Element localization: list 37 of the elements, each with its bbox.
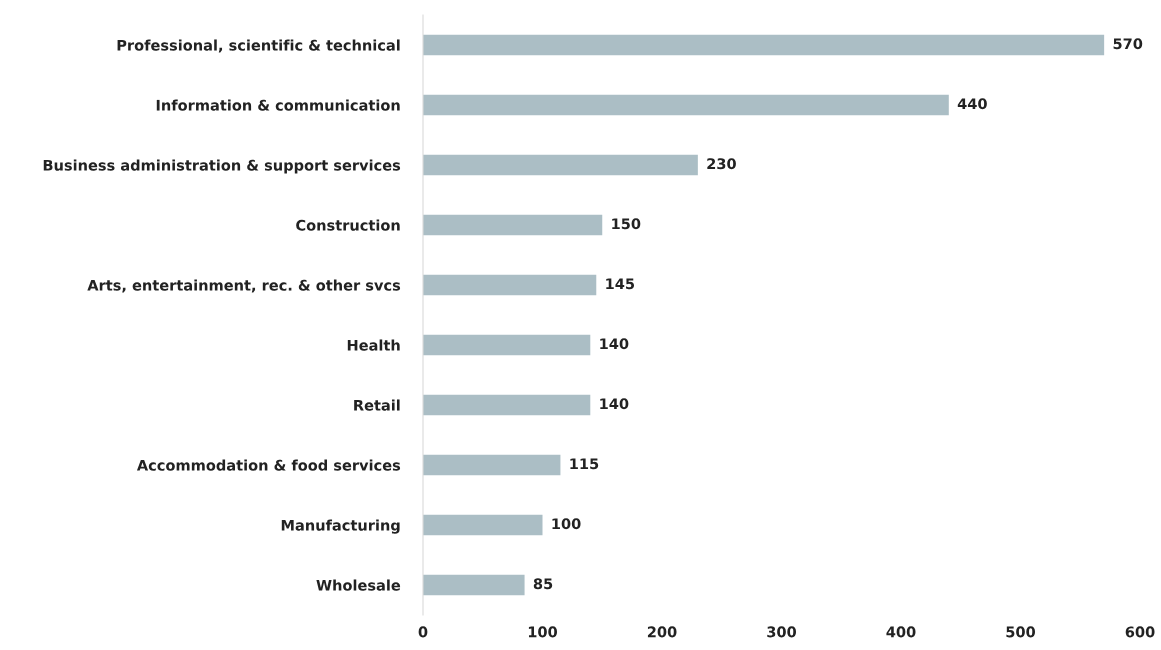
y-tick-label: Professional, scientific & technical [117, 39, 400, 53]
y-tick-label: Retail [354, 399, 400, 411]
y-tick-label: Business administration & support services [43, 159, 401, 174]
y-tick-label: Arts, entertainment, rec. & other svcs [87, 279, 401, 293]
bar [423, 154, 698, 176]
data-label: 570 [1113, 38, 1143, 50]
data-label: 150 [612, 218, 641, 230]
data-label: 140 [600, 398, 629, 410]
x-tick-label: 300 [767, 626, 797, 638]
y-tick-label: Construction [296, 219, 400, 231]
x-tick-label: 600 [1125, 626, 1155, 638]
data-label: 115 [570, 458, 599, 470]
data-label: 140 [600, 338, 629, 350]
bar [423, 454, 561, 476]
bar [423, 574, 525, 596]
y-tick-label: Health [347, 339, 400, 351]
data-label: 440 [957, 98, 987, 110]
bar [423, 94, 949, 116]
y-tick-label: Information & communication [156, 99, 400, 111]
bar [423, 34, 1105, 56]
x-tick-label: 100 [528, 626, 558, 638]
bar [423, 274, 597, 296]
data-label: 100 [552, 518, 581, 530]
y-tick-label: Manufacturing [281, 519, 400, 534]
y-tick-label: Accommodation & food services [136, 459, 401, 471]
y-tick-label: Wholesale [316, 579, 401, 591]
data-label: 230 [707, 158, 736, 170]
bar [423, 514, 543, 536]
x-tick-label: 200 [647, 626, 677, 638]
data-label: 145 [606, 278, 635, 290]
x-tick-label: 500 [1006, 626, 1036, 638]
x-tick-label: 400 [886, 626, 916, 638]
bar [423, 394, 591, 416]
data-label: 85 [533, 578, 553, 590]
bar [423, 334, 591, 356]
x-tick-label: 0 [418, 626, 428, 638]
bar [423, 214, 603, 236]
